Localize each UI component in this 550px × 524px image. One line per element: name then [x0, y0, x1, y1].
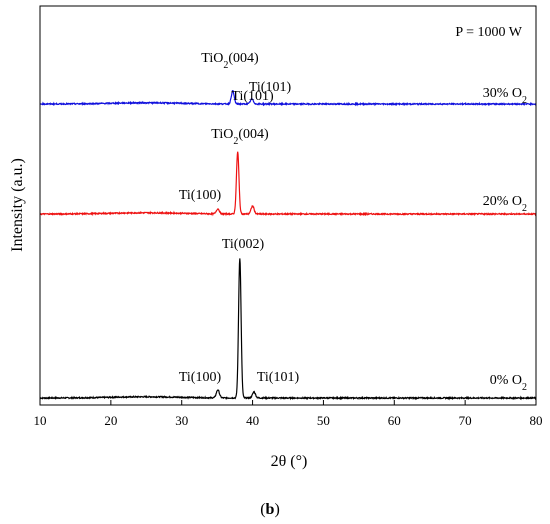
x-tick-label: 10 — [34, 413, 47, 428]
series-traces — [39, 90, 537, 401]
x-tick-label: 60 — [388, 413, 401, 428]
series-line-2 — [39, 90, 537, 107]
series-line-1 — [39, 151, 537, 217]
peak-label: Ti(101) — [231, 89, 274, 104]
x-tick-label: 80 — [530, 413, 543, 428]
peak-label: Ti(101) — [249, 80, 292, 95]
series-label-1: 20% O2 — [483, 194, 527, 214]
x-tick-label: 40 — [246, 413, 259, 428]
series-label-0: 0% O2 — [490, 373, 527, 393]
series-line-0 — [40, 258, 537, 401]
peak-annotations: Ti(100) Ti(002) Ti(101) Ti(100) TiO2(004) Ti(… — [179, 51, 300, 385]
series-label-2: 30% O2 — [483, 86, 527, 106]
x-axis-ticks — [39, 400, 537, 405]
peak-label: Ti(100) — [179, 370, 222, 385]
peak-label: Ti(100) — [179, 188, 222, 203]
x-tick-label: 50 — [317, 413, 330, 428]
x-tick-label: 30 — [175, 413, 188, 428]
x-axis-tick-labels: 10 20 30 40 50 60 70 80 — [34, 413, 543, 428]
peak-label: TiO2(004) — [201, 51, 259, 71]
peak-label: Ti(101) — [257, 370, 300, 385]
condition-label: P = 1000 W — [455, 25, 522, 40]
x-tick-label: 70 — [459, 413, 472, 428]
peak-label: Ti(002) — [222, 237, 265, 252]
peak-label: TiO2(004) — [211, 127, 269, 147]
plot-frame — [39, 5, 537, 406]
x-axis-title: 2θ (°) — [271, 453, 308, 470]
series-labels: 0% O2 20% O2 30% O2 — [483, 86, 527, 393]
y-axis-title: Intensity (a.u.) — [9, 158, 26, 252]
x-tick-label: 20 — [104, 413, 117, 428]
panel-label: (b) — [260, 501, 280, 518]
